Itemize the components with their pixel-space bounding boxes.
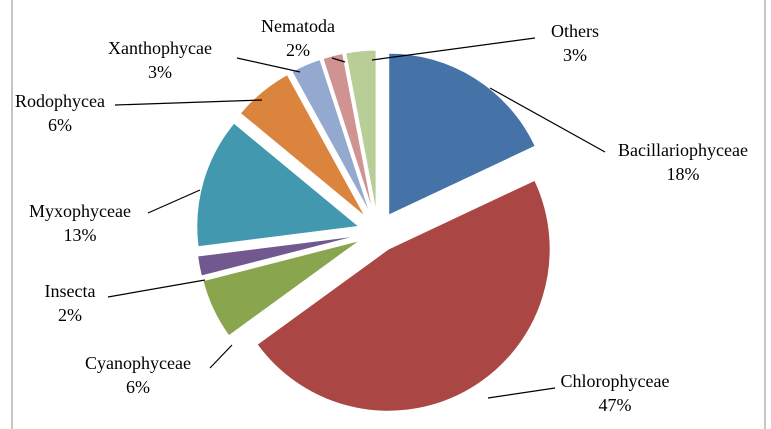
slice-value-label: 2% <box>58 305 82 325</box>
pie-slice <box>197 235 359 277</box>
slice-value-label: 3% <box>563 45 587 65</box>
pie-slice <box>388 52 536 216</box>
leader-line <box>147 189 201 214</box>
pie-slice <box>239 73 366 217</box>
leader-line <box>489 87 606 153</box>
pie-slice <box>322 52 374 213</box>
pie-slice <box>291 58 371 214</box>
leader-line <box>107 279 206 298</box>
slice-value-label: 47% <box>599 395 632 415</box>
pie-slice <box>256 179 551 412</box>
leader-line <box>209 344 233 369</box>
leader-line <box>371 37 536 61</box>
slice-value-label: 3% <box>148 62 172 82</box>
slice-value-label: 18% <box>667 164 700 184</box>
slice-value-label: 6% <box>126 377 150 397</box>
slice-label: Insecta <box>45 281 96 301</box>
slice-label: Chlorophyceae <box>561 371 670 391</box>
leader-line <box>331 57 346 63</box>
slice-label: Nematoda <box>261 16 335 36</box>
pie-slice <box>345 49 377 213</box>
slice-value-label: 2% <box>286 40 310 60</box>
chart-frame <box>11 0 766 429</box>
leader-line <box>487 387 556 399</box>
slice-value-label: 6% <box>48 115 72 135</box>
slice-label: Xanthophycae <box>108 38 212 58</box>
leader-line <box>114 99 263 106</box>
pie-slice <box>196 122 361 248</box>
leader-line <box>236 57 301 73</box>
slice-label: Cyanophyceae <box>85 353 191 373</box>
slice-label: Bacillariophyceae <box>618 140 748 160</box>
slice-label: Myxophyceae <box>29 201 131 221</box>
slice-value-label: 13% <box>64 225 97 245</box>
slice-label: Rodophycea <box>15 91 105 111</box>
slice-label: Others <box>551 21 599 41</box>
